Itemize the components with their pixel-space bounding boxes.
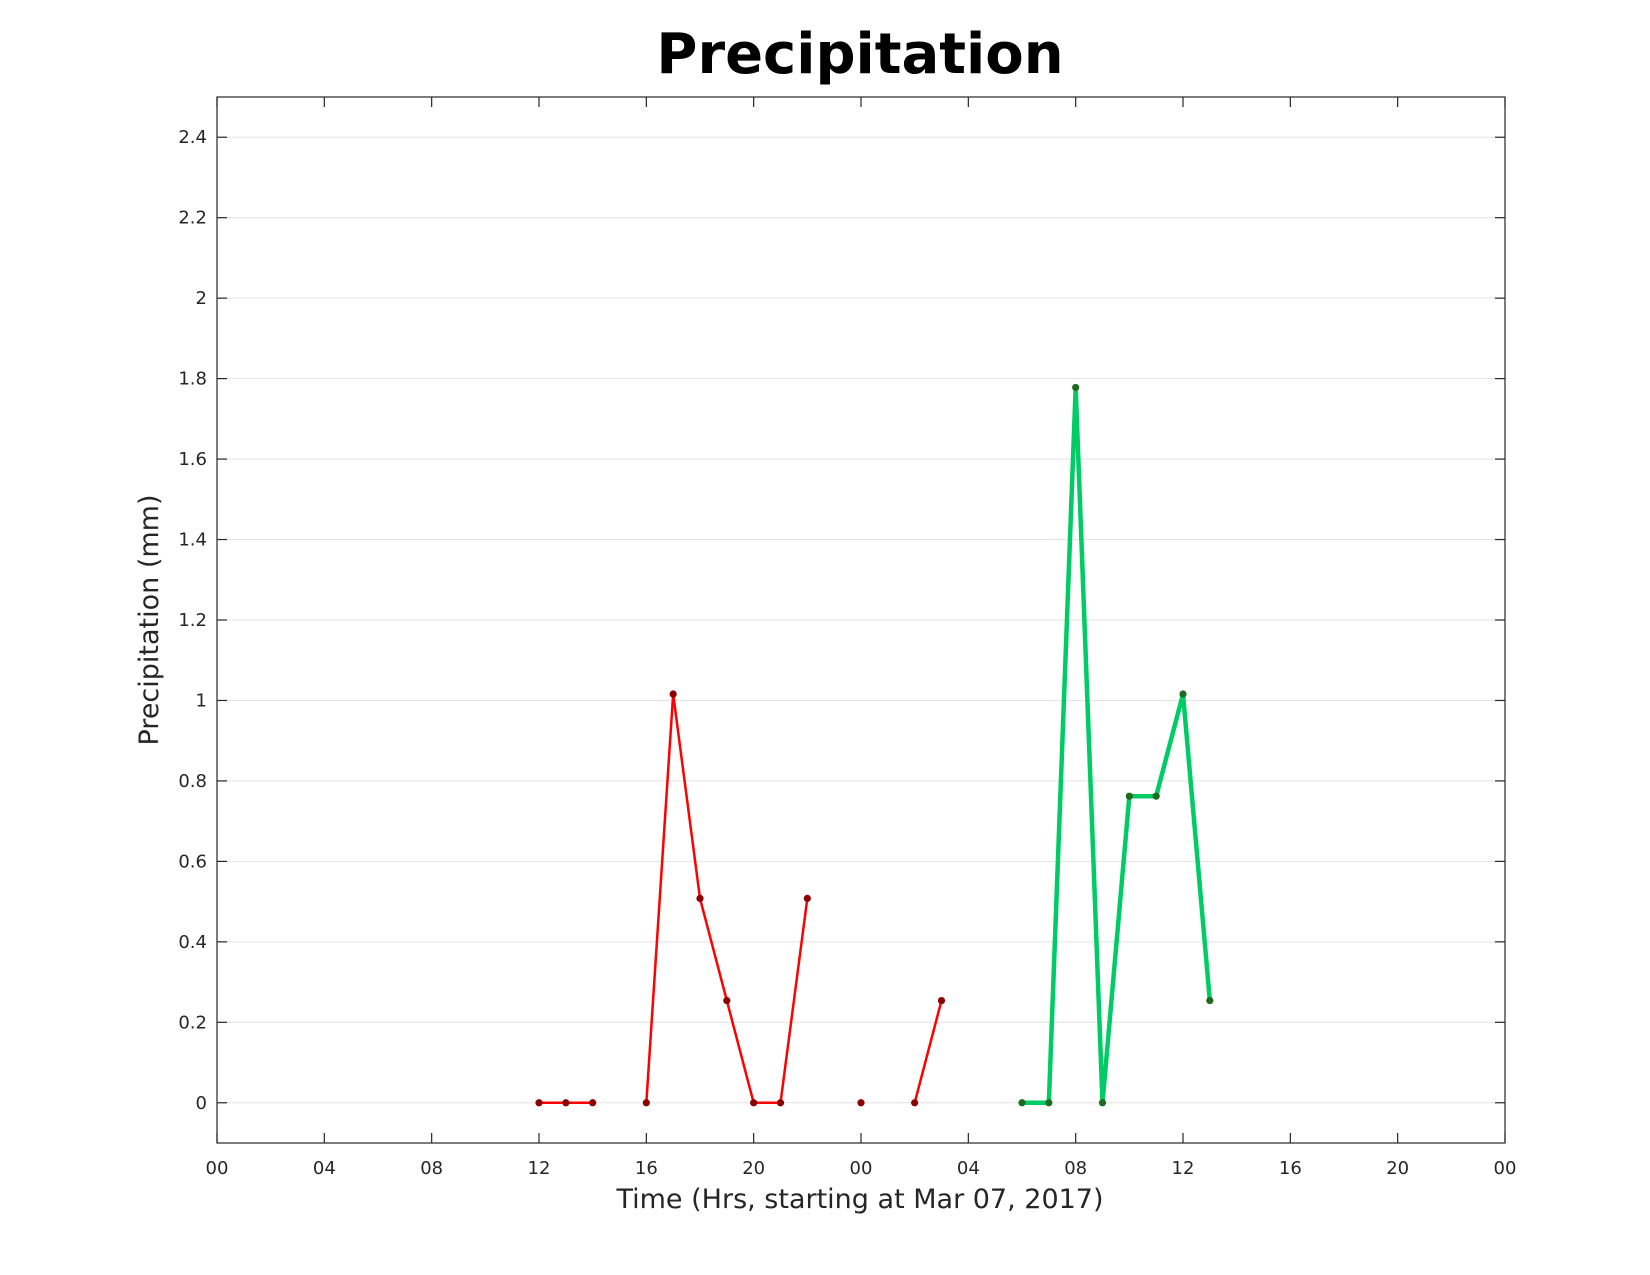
- x-tick-label: 00: [850, 1158, 873, 1179]
- data-point: [911, 1099, 919, 1107]
- series-1: [535, 690, 946, 1107]
- data-point: [642, 1099, 650, 1107]
- data-point: [776, 1099, 785, 1107]
- x-tick-label: 08: [1064, 1158, 1087, 1179]
- x-tick-label: 04: [313, 1158, 336, 1179]
- y-axis-label: Precipitation (mm): [134, 494, 165, 745]
- y-tick-label: 0: [196, 1093, 207, 1114]
- data-point: [750, 1099, 758, 1107]
- data-point: [1072, 383, 1080, 392]
- y-tick-label: 2.4: [178, 127, 207, 148]
- axis-ticks: [216, 97, 1506, 1143]
- x-tick-label: 12: [1172, 1158, 1195, 1179]
- x-tick-label: 00: [1494, 1158, 1517, 1179]
- series-line: [645, 692, 809, 1105]
- data-point: [696, 894, 704, 902]
- x-tick-label: 20: [1386, 1158, 1409, 1179]
- y-tick-label: 2.2: [178, 208, 207, 229]
- data-point: [562, 1099, 570, 1107]
- series-2: [1018, 383, 1214, 1107]
- data-point: [669, 690, 677, 698]
- data-point: [1045, 1099, 1053, 1107]
- x-tick-label: 04: [957, 1158, 980, 1179]
- data-series: [535, 383, 1214, 1107]
- y-tick-label: 1.4: [178, 530, 207, 551]
- y-tick-label: 1: [196, 690, 207, 711]
- data-point: [723, 996, 731, 1005]
- y-tick-label: 1.8: [178, 369, 207, 390]
- data-point: [803, 894, 811, 902]
- data-point: [1098, 1099, 1107, 1107]
- x-tick-label: 20: [742, 1158, 765, 1179]
- data-point: [857, 1099, 865, 1107]
- data-point: [937, 996, 946, 1005]
- chart-title: Precipitation: [656, 22, 1063, 87]
- y-tick-label: 1.2: [178, 610, 207, 631]
- x-tick-label: 16: [1279, 1158, 1302, 1179]
- x-tick-label: 08: [420, 1158, 443, 1179]
- data-point: [1125, 792, 1133, 800]
- grid-lines: [217, 136, 1505, 1104]
- y-tick-label: 0.2: [178, 1012, 207, 1033]
- data-point: [1206, 996, 1214, 1005]
- y-tick-label: 0.8: [178, 771, 207, 792]
- y-tick-label: 0.6: [178, 851, 207, 872]
- x-axis-tick-labels: 00 04 08 12 16 20 00 04 08 12 16 20 00: [206, 1158, 1517, 1179]
- series-line: [913, 999, 943, 1105]
- data-point: [535, 1099, 543, 1107]
- data-point: [1179, 690, 1187, 698]
- data-point: [589, 1099, 597, 1107]
- data-point: [1018, 1099, 1026, 1107]
- data-point: [1152, 792, 1160, 800]
- x-tick-label: 00: [206, 1158, 229, 1179]
- x-tick-label: 12: [528, 1158, 551, 1179]
- y-tick-label: 2: [196, 288, 207, 309]
- series-line: [1019, 385, 1213, 1106]
- y-tick-label: 1.6: [178, 449, 207, 470]
- y-axis-tick-labels: 0 0.2 0.4 0.6 0.8 1 1.2 1.4 1.6 1.8 2 2.2 2.4: [178, 127, 207, 1114]
- y-tick-label: 0.4: [178, 932, 207, 953]
- x-tick-label: 16: [635, 1158, 658, 1179]
- x-axis-label: Time (Hrs, starting at Mar 07, 2017): [615, 1184, 1103, 1215]
